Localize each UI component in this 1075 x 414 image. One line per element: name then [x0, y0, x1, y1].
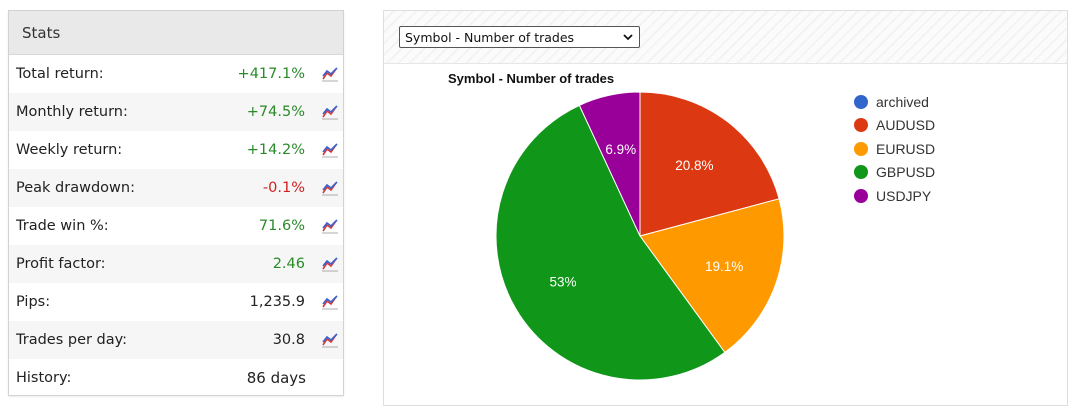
legend-label: EURUSD — [876, 140, 936, 157]
line-chart-icon[interactable] — [321, 104, 339, 120]
stat-row: Weekly return: +14.2% — [9, 131, 343, 169]
stat-label: History: — [16, 370, 72, 386]
chart-type-select-value: Symbol - Number of trades — [405, 29, 575, 45]
line-chart-icon[interactable] — [321, 66, 339, 82]
pie-slice-audusd[interactable] — [639, 91, 780, 237]
chart-panel: Symbol - Number of trades Symbol - Numbe… — [383, 10, 1068, 406]
stat-label: Total return: — [16, 66, 104, 82]
legend-item[interactable]: GBPUSD — [854, 161, 935, 185]
stat-label: Weekly return: — [16, 142, 123, 158]
stat-row: Pips: 1,235.9 — [9, 283, 343, 321]
stats-panel: Stats Total return: +417.1% Monthly return… — [8, 10, 344, 396]
legend-label: USDJPY — [876, 187, 932, 204]
pie-slice-label: 20.8% — [675, 158, 713, 173]
stat-label: Monthly return: — [16, 104, 128, 120]
chart-title: Symbol - Number of trades — [448, 71, 615, 86]
legend-swatch — [854, 118, 868, 133]
pie-chart: 20.8% 19.1% 53% 6.9% — [495, 91, 785, 381]
chart-type-select[interactable]: Symbol - Number of trades — [399, 26, 640, 48]
legend-swatch — [854, 94, 868, 109]
stats-list: Total return: +417.1% Monthly return: +74.5… — [9, 55, 343, 397]
stat-row: Monthly return: +74.5% — [9, 93, 343, 131]
line-chart-icon[interactable] — [321, 142, 339, 158]
line-chart-icon[interactable] — [321, 256, 339, 272]
stat-label: Profit factor: — [16, 256, 106, 272]
legend-label: AUDUSD — [876, 117, 936, 134]
chart-toolbar: Symbol - Number of trades — [384, 11, 1067, 64]
legend-label: archived — [876, 93, 929, 110]
stats-header: Stats — [9, 11, 343, 55]
legend-swatch — [854, 188, 868, 203]
stat-row: Total return: +417.1% — [9, 55, 343, 93]
pie-slice-label: 19.1% — [705, 259, 743, 274]
pie-slice-gbpusd[interactable] — [495, 104, 726, 381]
stat-label: Peak drawdown: — [16, 180, 135, 196]
stat-label: Trades per day: — [16, 332, 128, 348]
stat-label: Trade win %: — [16, 218, 109, 234]
stat-row: Profit factor: 2.46 — [9, 245, 343, 283]
stat-row: History: 86 days — [9, 359, 343, 397]
chart-legend: archived AUDUSD EURUSD GBPUSD USDJPY — [854, 90, 935, 208]
legend-swatch — [854, 165, 868, 180]
legend-item[interactable]: archived — [854, 90, 935, 114]
stat-value: -0.1% — [262, 180, 305, 196]
pie-slice-label: 6.9% — [605, 142, 636, 157]
stat-value: +417.1% — [237, 66, 305, 82]
legend-swatch — [854, 141, 868, 156]
pie-slice-usdjpy[interactable] — [578, 91, 641, 237]
stat-value: 2.46 — [272, 256, 305, 272]
stat-value: +14.2% — [246, 142, 305, 158]
stat-value: 86 days — [246, 369, 306, 387]
line-chart-icon[interactable] — [321, 180, 339, 196]
line-chart-icon[interactable] — [321, 218, 339, 234]
stat-value: +74.5% — [246, 104, 305, 120]
line-chart-icon[interactable] — [321, 294, 339, 310]
stat-value: 71.6% — [258, 218, 305, 234]
stat-label: Pips: — [16, 294, 51, 310]
stat-value: 1,235.9 — [249, 294, 305, 310]
stat-row: Trade win %: 71.6% — [9, 207, 343, 245]
chevron-down-icon — [623, 34, 633, 41]
stats-title: Stats — [22, 23, 61, 42]
stat-value: 30.8 — [272, 332, 305, 348]
stat-row: Peak drawdown: -0.1% — [9, 169, 343, 207]
legend-item[interactable]: AUDUSD — [854, 114, 935, 138]
pie-slice-eurusd[interactable] — [639, 198, 785, 354]
line-chart-icon[interactable] — [321, 332, 339, 348]
legend-label: GBPUSD — [876, 164, 936, 181]
pie-slice-label: 53% — [550, 274, 577, 289]
legend-item[interactable]: USDJPY — [854, 184, 935, 208]
legend-item[interactable]: EURUSD — [854, 137, 935, 161]
stat-row: Trades per day: 30.8 — [9, 321, 343, 359]
